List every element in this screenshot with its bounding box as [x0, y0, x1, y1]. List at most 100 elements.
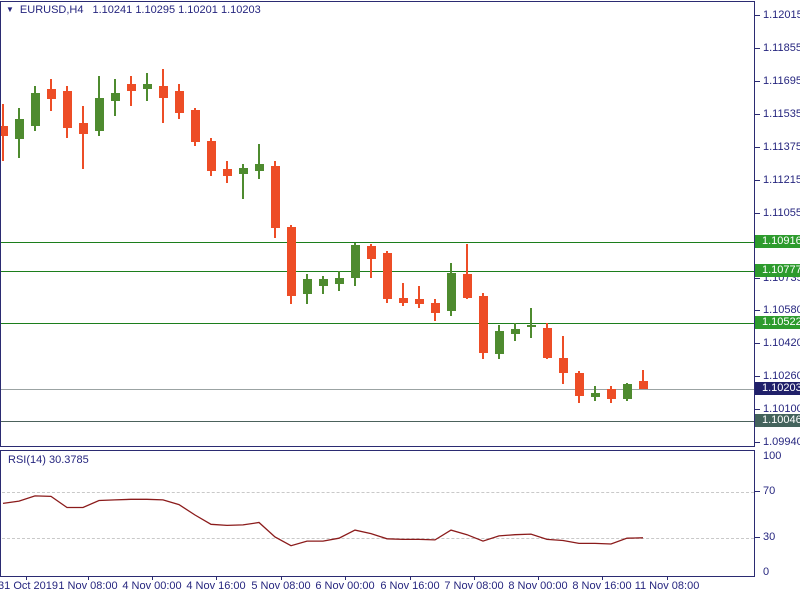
price-tick-mark — [755, 114, 760, 115]
candle — [415, 299, 424, 304]
date-tick-mark — [216, 577, 217, 580]
date-label: 7 Nov 08:00 — [444, 580, 504, 592]
rsi-line — [2, 495, 644, 547]
symbol-period-label: EURUSD,H4 — [19, 4, 84, 16]
candle — [639, 381, 648, 389]
candle — [303, 279, 312, 294]
price-tick-mark — [755, 343, 760, 344]
price-tick-label: 1.11215 — [763, 174, 800, 186]
date-tick-mark — [602, 577, 603, 580]
price-tick-mark — [755, 48, 760, 49]
resistance-line — [1, 323, 754, 324]
price-tick-label: 1.11695 — [763, 75, 800, 87]
candle — [319, 279, 328, 286]
date-axis[interactable]: 31 Oct 2019 1 Nov 08:00 4 Nov 00:00 4 Nov 1… — [0, 577, 800, 600]
date-tick-mark — [26, 577, 27, 580]
candle — [143, 84, 152, 89]
price-tick-mark — [755, 409, 760, 410]
price-tick-mark — [755, 147, 760, 148]
rsi-guide-70 — [2, 492, 754, 493]
chart-title-bar: ▼ EURUSD,H4 1.10241 1.10295 1.10201 1.1020… — [6, 4, 261, 16]
candle — [575, 373, 584, 396]
candle-wick — [418, 286, 420, 308]
price-level-badge: 1.10777 — [755, 264, 800, 277]
rsi-tick-label: 100 — [763, 450, 782, 462]
candle — [543, 328, 552, 358]
candle — [607, 389, 616, 399]
rsi-tick-mark — [755, 537, 760, 538]
candle — [15, 119, 24, 139]
candle — [623, 384, 632, 399]
candle-wick — [82, 106, 84, 169]
candle — [159, 86, 168, 98]
candle — [271, 166, 280, 228]
candle — [255, 164, 264, 171]
candle — [495, 331, 504, 354]
candle-wick — [130, 76, 132, 106]
rsi-tick-label: 70 — [763, 485, 776, 497]
candle — [351, 245, 360, 278]
price-level-badge: 1.10522 — [755, 316, 800, 329]
candle — [31, 93, 40, 126]
price-tick-label: 1.10420 — [763, 337, 800, 349]
price-tick-mark — [755, 310, 760, 311]
current-price-badge: 1.10203 — [755, 382, 800, 395]
resistance-line — [1, 242, 754, 243]
price-tick-label: 1.10260 — [763, 370, 800, 382]
price-tick-mark — [755, 442, 760, 443]
candle — [63, 91, 72, 128]
rsi-tick-label: 0 — [763, 566, 770, 578]
support-line — [1, 421, 754, 422]
candle — [287, 227, 296, 296]
rsi-guide-30 — [2, 538, 754, 539]
rsi-tick-mark — [755, 491, 760, 492]
date-label: 6 Nov 00:00 — [315, 580, 375, 592]
price-chart-pane[interactable] — [0, 1, 755, 447]
candle — [431, 303, 440, 313]
date-tick-mark — [88, 577, 89, 580]
date-tick-mark — [538, 577, 539, 580]
candle — [175, 91, 184, 113]
price-tick-label: 1.09940 — [763, 436, 800, 448]
date-tick-mark — [345, 577, 346, 580]
price-tick-label: 1.11855 — [763, 42, 800, 54]
candle — [367, 246, 376, 259]
candle — [447, 273, 456, 311]
price-tick-label: 1.11535 — [763, 108, 800, 120]
symbol-dropdown-icon[interactable]: ▼ — [6, 5, 14, 14]
date-label: 4 Nov 00:00 — [122, 580, 182, 592]
support-level-badge: 1.10046 — [755, 414, 800, 427]
price-tick-label: 1.10100 — [763, 403, 800, 415]
date-label: 31 Oct 2019 — [0, 580, 58, 592]
resistance-line — [1, 271, 754, 272]
candle — [207, 141, 216, 171]
candle — [1, 126, 8, 136]
candle-wick — [242, 164, 244, 199]
pane-resize-handle[interactable] — [0, 447, 800, 450]
rsi-value: 30.3785 — [48, 454, 89, 466]
price-tick-label: 1.11055 — [763, 207, 800, 219]
price-tick-mark — [755, 278, 760, 279]
date-label: 4 Nov 16:00 — [186, 580, 246, 592]
date-tick-mark — [281, 577, 282, 580]
rsi-indicator-pane[interactable]: RSI(14) 30.3785 — [0, 450, 755, 577]
candle — [527, 325, 536, 327]
candle — [223, 169, 232, 176]
candle — [399, 298, 408, 303]
candle — [95, 98, 104, 131]
candle-wick — [258, 144, 260, 179]
price-axis[interactable]: 1.12015 1.11855 1.11695 1.11535 1.11375 1.112… — [755, 0, 800, 448]
rsi-axis[interactable]: 100 70 30 0 — [755, 448, 800, 580]
candle-wick — [530, 308, 532, 338]
price-tick-mark — [755, 213, 760, 214]
price-tick-mark — [755, 15, 760, 16]
date-label: 8 Nov 16:00 — [572, 580, 632, 592]
candle — [335, 278, 344, 284]
rsi-name: RSI(14) — [8, 454, 46, 466]
price-tick-label: 1.11375 — [763, 141, 800, 153]
candle — [383, 253, 392, 299]
date-tick-mark — [410, 577, 411, 580]
date-label: 6 Nov 16:00 — [380, 580, 440, 592]
date-tick-mark — [152, 577, 153, 580]
